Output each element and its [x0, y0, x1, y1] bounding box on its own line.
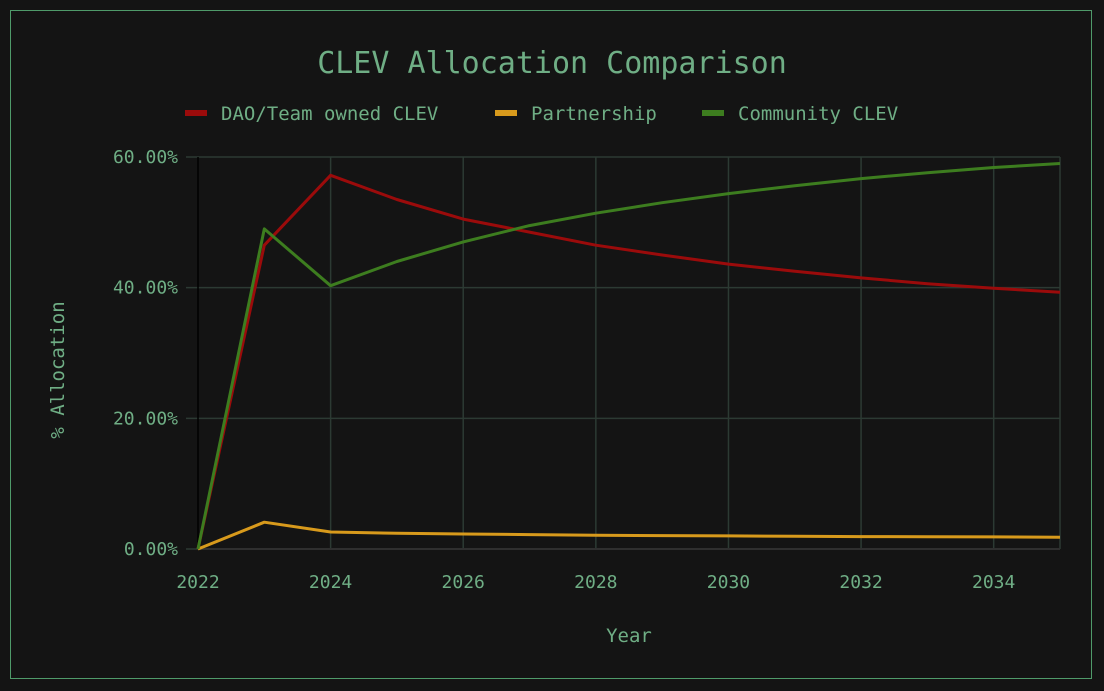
legend-item[interactable]: Community CLEV	[702, 103, 898, 125]
x-axis-title: Year	[606, 625, 652, 647]
x-tick-label: 2026	[442, 572, 485, 593]
grid	[186, 156, 1061, 550]
chart-frame	[10, 10, 1092, 679]
x-tick-label: 2034	[972, 572, 1015, 593]
x-tick-label: 2022	[176, 572, 219, 593]
x-tick-label: 2028	[574, 572, 617, 593]
legend-label: DAO/Team owned CLEV	[221, 103, 438, 125]
axes: 2022 2024 2026 2028 2030 2032 2034 0.00% 20.00% 4…	[113, 147, 1060, 593]
y-tick-label: 20.00%	[113, 408, 178, 429]
legend-label: Partnership	[531, 103, 657, 125]
series-line	[197, 520, 1061, 551]
y-tick-label: 60.00%	[113, 147, 178, 168]
x-tick-label: 2032	[839, 572, 882, 593]
y-axis-title: % Allocation	[47, 301, 69, 438]
series-line	[196, 173, 1061, 550]
legend-swatch	[702, 110, 724, 116]
y-tick-label: 0.00%	[124, 539, 178, 560]
x-tick-label: 2024	[309, 572, 352, 593]
series-line	[196, 162, 1061, 550]
legend-item[interactable]: Partnership	[495, 103, 657, 125]
series-lines	[196, 162, 1061, 551]
legend: DAO/Team owned CLEV Partnership Community …	[185, 103, 898, 125]
legend-item[interactable]: DAO/Team owned CLEV	[185, 103, 438, 125]
legend-swatch	[495, 110, 517, 116]
y-tick-label: 40.00%	[113, 278, 178, 299]
x-tick-label: 2030	[707, 572, 750, 593]
legend-label: Community CLEV	[738, 103, 898, 125]
chart-title: CLEV Allocation Comparison	[317, 46, 787, 81]
legend-swatch	[185, 110, 207, 116]
